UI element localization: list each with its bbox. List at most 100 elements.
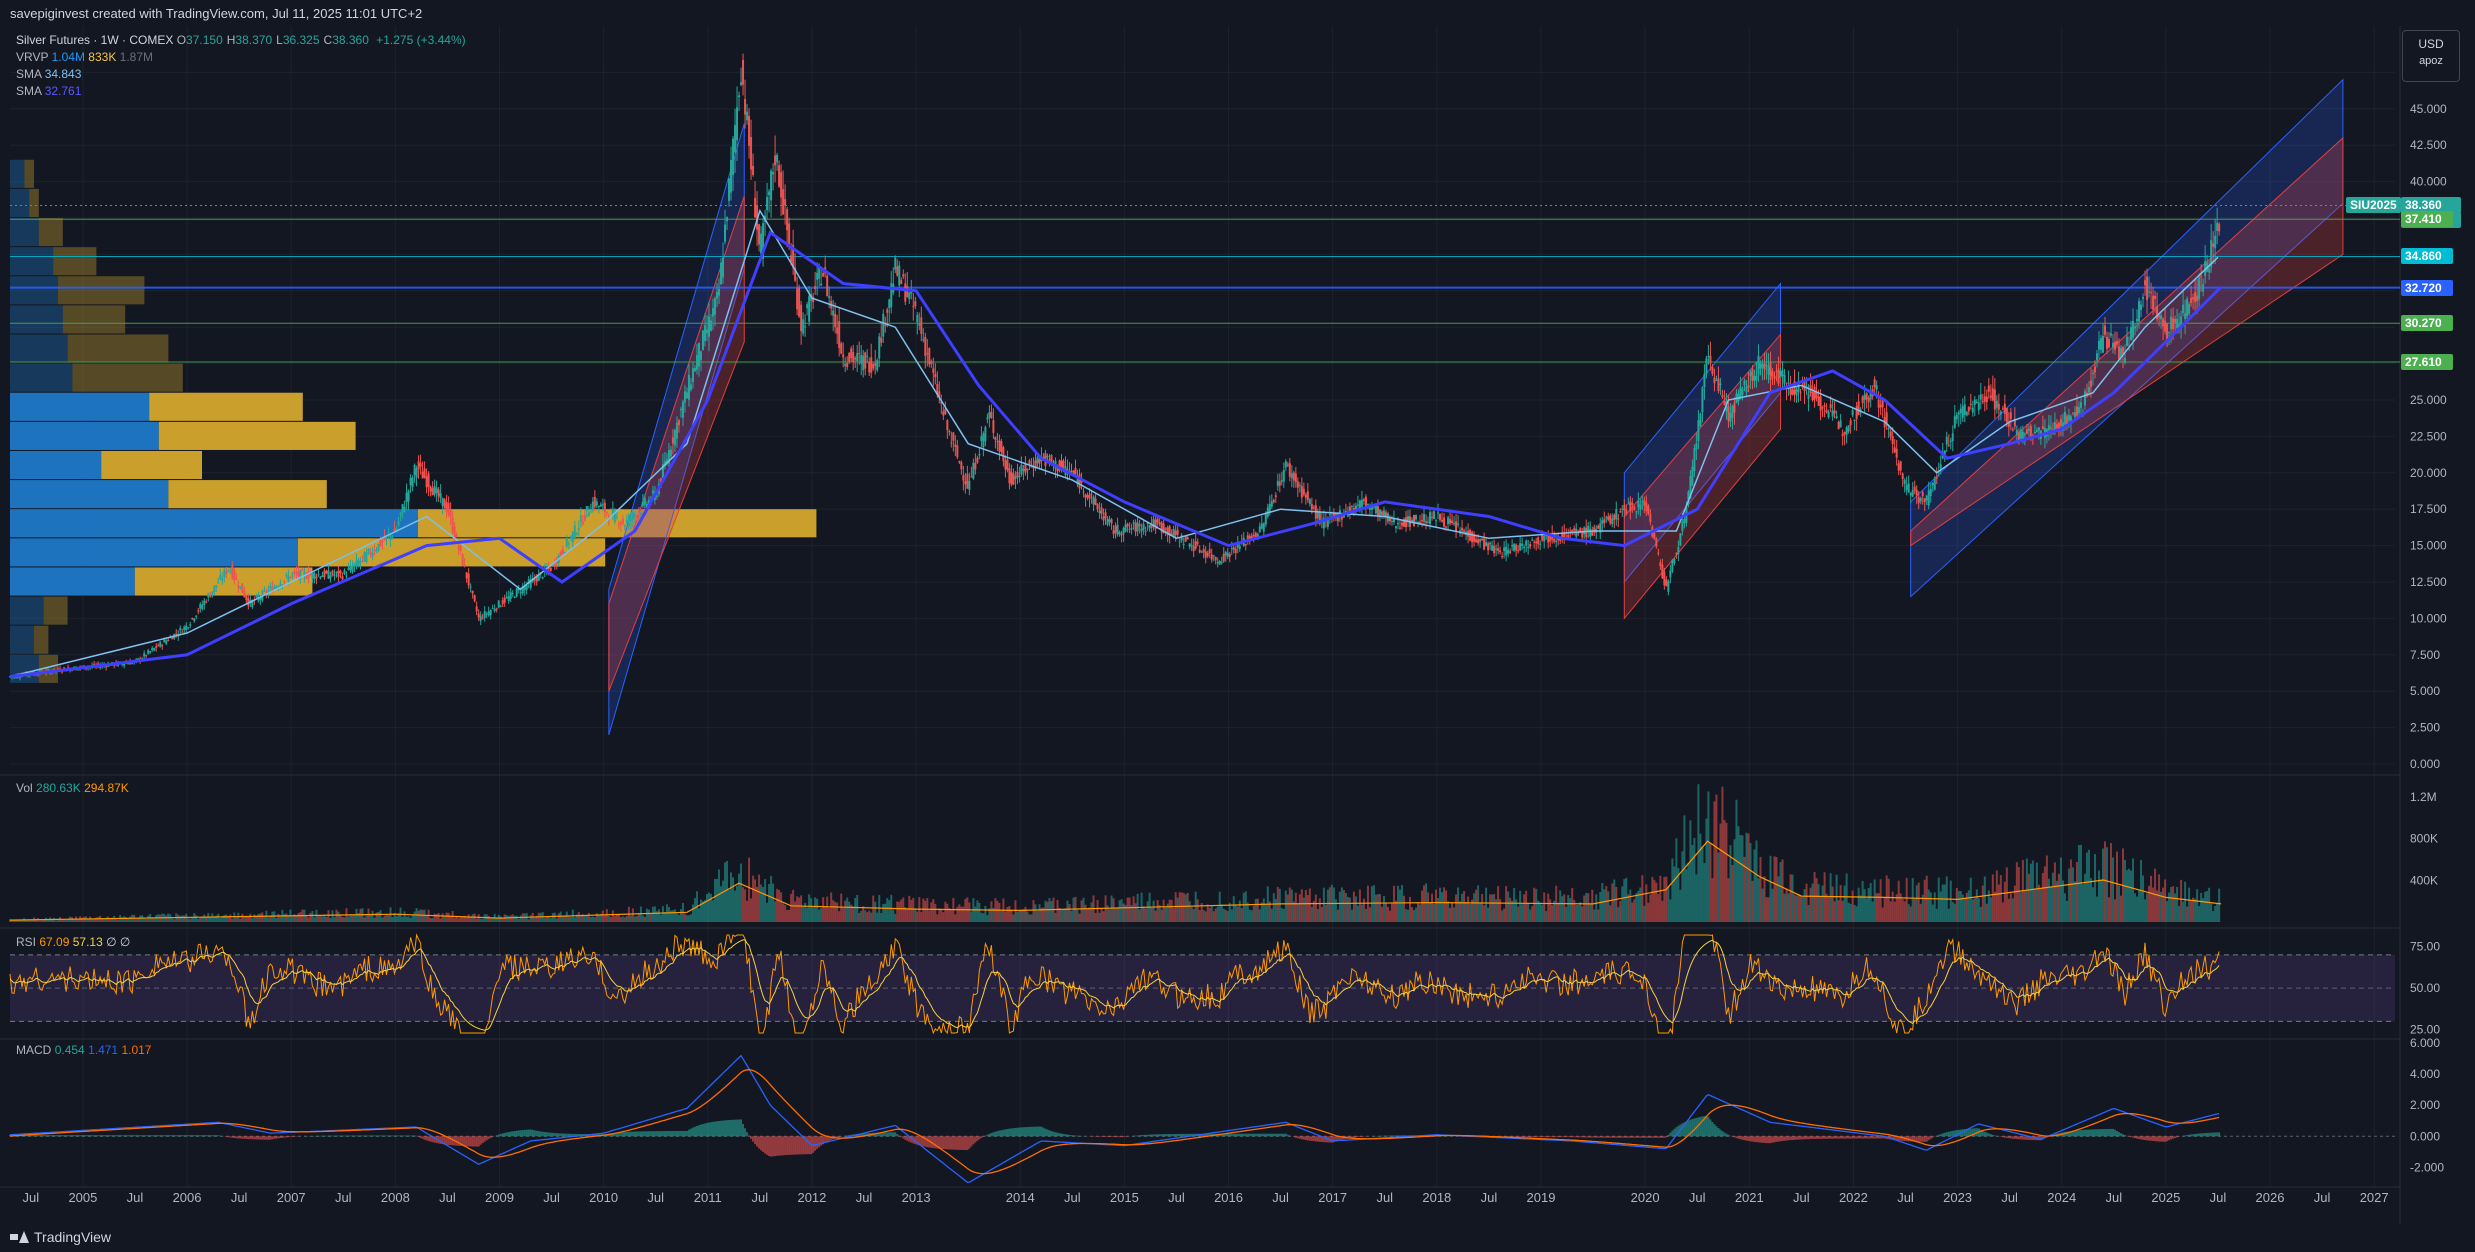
candle-body <box>1160 522 1163 533</box>
volume-bar <box>41 919 44 922</box>
macd-histogram-bar <box>157 1135 160 1137</box>
macd-histogram-bar <box>1144 1134 1147 1137</box>
volume-bar <box>2011 898 2014 922</box>
volume-bar <box>313 917 316 922</box>
volume-bar <box>1332 887 1335 922</box>
macd-histogram-bar <box>1865 1136 1868 1139</box>
volume-bar <box>495 918 498 922</box>
macd-histogram-bar <box>836 1136 839 1138</box>
candle-body <box>575 532 578 535</box>
volume-bar <box>623 917 626 922</box>
currency-selector[interactable]: USD apoz <box>2402 30 2460 82</box>
macd-histogram-bar <box>1028 1126 1031 1137</box>
macd-histogram-bar <box>1811 1136 1814 1140</box>
volume-bar <box>1441 892 1444 922</box>
volume-bar <box>838 911 841 922</box>
volume-legend[interactable]: Vol 280.63K 294.87K <box>16 780 129 797</box>
volume-bar <box>255 915 258 922</box>
volume-bar <box>1825 893 1828 922</box>
macd-legend[interactable]: MACD 0.454 1.471 1.017 <box>16 1042 151 1059</box>
candle-body <box>393 528 396 532</box>
volume-bar <box>1102 911 1105 922</box>
volume-profile-up-bar <box>10 159 25 188</box>
macd-histogram-bar <box>1971 1128 1974 1137</box>
candle-body <box>2218 224 2221 232</box>
macd-histogram-bar <box>1515 1136 1518 1138</box>
candle-body <box>279 583 282 588</box>
macd-histogram-bar <box>419 1136 422 1138</box>
macd-histogram-bar <box>509 1131 512 1137</box>
macd-histogram-bar <box>1605 1136 1608 1138</box>
candle-body <box>2120 348 2123 357</box>
volume-bar <box>1463 891 1466 922</box>
volume-bar <box>1977 898 1980 922</box>
volume-bar <box>77 919 80 922</box>
macd-histogram-bar <box>1392 1135 1395 1137</box>
candle-body <box>1671 559 1674 572</box>
macd-histogram-bar <box>1527 1136 1530 1138</box>
candle-body <box>960 462 963 470</box>
price-axis-tick-label: 40.000 <box>2410 175 2447 189</box>
volume-bar <box>1100 908 1103 922</box>
volume-profile-down-bar <box>158 421 356 450</box>
volume-bar <box>904 907 907 922</box>
candle-body <box>343 570 346 575</box>
volume-bar <box>335 909 338 922</box>
volume-bar <box>1226 910 1229 922</box>
candle-body <box>2140 304 2143 311</box>
volume-bar <box>135 918 138 922</box>
volume-bar <box>2023 890 2026 922</box>
volume-bar <box>1080 900 1083 922</box>
candle-body <box>1793 381 1796 395</box>
macd-histogram-bar <box>1266 1133 1269 1137</box>
macd-histogram-bar <box>1068 1134 1071 1137</box>
vrvp-legend[interactable]: VRVP 1.04M 833K 1.87M <box>16 49 153 66</box>
volume-bar <box>1599 891 1602 922</box>
macd-histogram-bar <box>1258 1133 1261 1137</box>
macd-histogram-bar <box>1074 1135 1077 1137</box>
candle-body <box>2083 391 2086 406</box>
rsi-value: 67.09 <box>39 935 70 949</box>
volume-bar <box>1346 896 1349 922</box>
x-axis-tick-label: Jul <box>1689 1190 1706 1205</box>
candle-body <box>1877 399 1880 408</box>
candle-body <box>513 596 516 598</box>
candle-body <box>1983 396 1986 402</box>
macd-histogram-bar <box>201 1135 204 1137</box>
macd-histogram-bar <box>758 1136 761 1149</box>
macd-histogram-bar <box>165 1135 168 1137</box>
candle-body <box>1975 401 1978 404</box>
chart-canvas[interactable]: Jul 2005 Jul 2006 Jul 2007 Jul 2008 Jul 2009 Jul 20… <box>0 26 2475 1224</box>
macd-histogram-bar <box>1338 1136 1341 1141</box>
candle-body <box>1238 546 1241 550</box>
candle-body <box>888 299 891 309</box>
sma-slow-legend[interactable]: SMA 32.761 <box>16 83 81 100</box>
candle-body <box>1406 516 1409 521</box>
volume-bar <box>716 878 719 922</box>
candle-body <box>1148 524 1151 529</box>
volume-bar <box>421 909 424 922</box>
candle-body <box>265 591 268 594</box>
candle-body <box>2184 313 2187 319</box>
candle-body <box>581 521 584 525</box>
macd-histogram-bar <box>1799 1136 1802 1140</box>
volume-bar <box>1547 893 1550 922</box>
candle-body <box>1421 520 1424 522</box>
candle-body <box>1340 516 1343 520</box>
macd-histogram-bar <box>1935 1135 1938 1137</box>
candle-body <box>1477 539 1480 544</box>
candle-body <box>337 570 340 577</box>
macd-histogram-bar <box>631 1131 634 1137</box>
candle-body <box>511 592 514 594</box>
volume-bar <box>481 919 484 922</box>
candle-body <box>1727 406 1730 421</box>
macd-histogram-bar <box>521 1130 524 1137</box>
macd-histogram-bar <box>1062 1133 1065 1137</box>
macd-histogram-bar <box>1034 1126 1037 1137</box>
rsi-legend[interactable]: RSI 67.09 57.13 ∅ ∅ <box>16 934 130 951</box>
sma-fast-legend[interactable]: SMA 34.843 <box>16 66 81 83</box>
macd-histogram-bar <box>2190 1134 2193 1137</box>
macd-histogram-bar <box>1863 1136 1866 1139</box>
symbol-legend[interactable]: Silver Futures · 1W · COMEX O37.150 H38.3… <box>16 32 466 49</box>
macd-histogram-bar <box>1384 1135 1387 1137</box>
